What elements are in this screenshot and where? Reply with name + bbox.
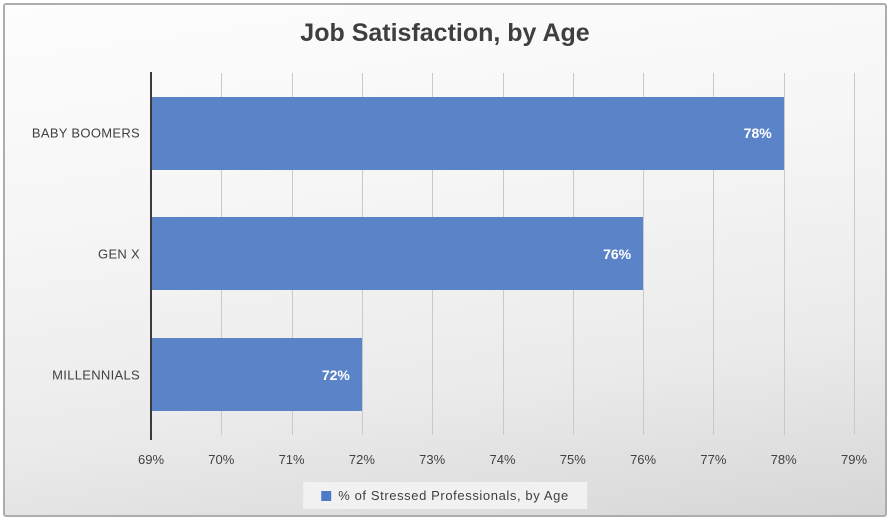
x-tick-label-79: 79% bbox=[840, 452, 868, 467]
x-tick-label-75: 75% bbox=[559, 452, 586, 467]
data-label-millennials: 72% bbox=[321, 366, 350, 383]
x-tick-label-73: 73% bbox=[419, 452, 446, 467]
category-axis-line bbox=[150, 72, 152, 440]
x-tick-label-72: 72% bbox=[348, 452, 375, 467]
bar-millennials[interactable]: 72% bbox=[151, 338, 362, 412]
gridline-77 bbox=[713, 73, 715, 435]
legend-swatch-icon bbox=[321, 490, 332, 501]
category-axis: BABY BOOMERS GEN X MILLENNIALS bbox=[5, 73, 140, 435]
bar-row-gen-x: 76% bbox=[151, 194, 854, 315]
x-tick-label-71: 71% bbox=[278, 452, 305, 467]
data-label-baby-boomers: 78% bbox=[743, 125, 772, 142]
gridline-76 bbox=[643, 73, 645, 435]
x-tick-label-74: 74% bbox=[489, 452, 516, 467]
x-tick-label-77: 77% bbox=[700, 452, 727, 467]
chart-title[interactable]: Job Satisfaction, by Age bbox=[300, 19, 590, 47]
x-tick-label-76: 76% bbox=[630, 452, 657, 467]
gridline-79 bbox=[854, 73, 855, 435]
bar-baby-boomers[interactable]: 78% bbox=[151, 96, 784, 170]
category-label-baby-boomers: BABY BOOMERS bbox=[31, 125, 140, 141]
bar-row-baby-boomers: 78% bbox=[151, 73, 854, 194]
gridline-78 bbox=[783, 73, 785, 435]
chart-frame: Job Satisfaction, by Age 78% 76% 72% BABY … bbox=[3, 3, 887, 517]
x-tick-label-70: 70% bbox=[208, 452, 235, 467]
legend[interactable]: % of Stressed Professionals, by Age bbox=[303, 482, 587, 509]
category-label-gen-x: GEN X bbox=[98, 246, 140, 262]
bar-row-millennials: 72% bbox=[151, 314, 854, 435]
x-tick-label-69: 69% bbox=[137, 452, 165, 467]
data-label-gen-x: 76% bbox=[603, 245, 632, 262]
category-label-millennials: MILLENNIALS bbox=[52, 367, 140, 383]
legend-label: % of Stressed Professionals, by Age bbox=[338, 488, 569, 503]
bar-gen-x[interactable]: 76% bbox=[151, 217, 644, 291]
plot-area: 78% 76% 72% bbox=[151, 73, 855, 435]
value-axis: 69% 70% 71% 72% 73% 74% 75% 76% 77% 78% 79% bbox=[138, 452, 867, 472]
x-tick-label-78: 78% bbox=[770, 452, 797, 467]
